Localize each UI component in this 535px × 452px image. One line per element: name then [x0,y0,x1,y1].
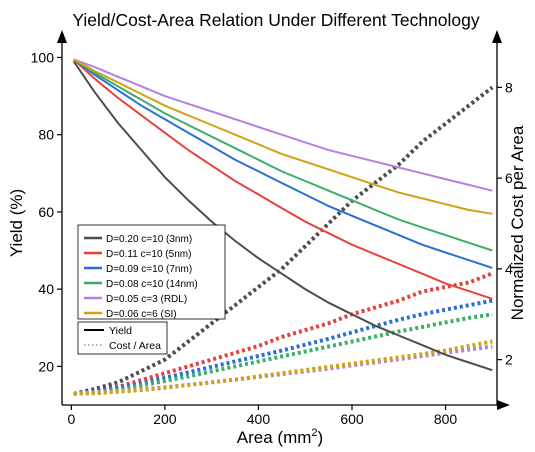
y-tick-label: 60 [38,204,54,220]
x-tick-label: 0 [67,411,75,427]
yield-series-group [72,58,493,372]
legend-label: D=0.11 c=10 (5nm) [106,249,191,260]
cost-series-3 [73,312,493,396]
chart-title: Yield/Cost-Area Relation Under Different… [72,10,480,30]
x-tick-label: 800 [434,411,458,427]
legend-label-yield: Yield [109,325,132,337]
x-axis-label: Area (mm2) [237,427,323,447]
y2-tick-label: 4 [505,261,513,277]
legend-box [77,224,226,320]
cost-series-2 [73,298,493,396]
y2-tick-label: 2 [505,352,513,368]
legend-style-box [77,321,168,355]
y-axis-label: Yield (%) [7,189,26,257]
yield-series-0 [72,60,493,372]
y2-tick-label: 6 [505,170,513,186]
yield-series-2 [73,58,493,269]
cost-series-group [73,85,494,396]
legend-style: Yield Cost / Area [77,321,168,355]
x-tick-label: 600 [340,411,364,427]
legend-label: D=0.05 c=3 (RDL) [106,294,187,305]
axis-ticks: 0 200 400 600 800 20 40 60 80 100 2 4 6 8 [31,49,513,427]
cost-series-5 [73,339,493,396]
yield-series-4 [73,58,493,192]
yield-series-1 [73,58,493,300]
legend-label: D=0.08 c=10 (14nm) [106,279,198,290]
legend-label-cost: Cost / Area [109,340,161,352]
y-tick-label: 20 [38,358,54,374]
legend-label: D=0.09 c=10 (7nm) [106,264,192,275]
y-tick-label: 80 [38,127,54,143]
yield-series-3 [73,58,493,252]
right-axis-arrow-icon [492,30,502,43]
cost-series-1 [73,271,494,396]
y2-axis-label: Normalized Cost per Area [508,125,527,320]
legend-technology: D=0.20 c=10 (3nm) D=0.11 c=10 (5nm) D=0.09… [77,224,226,320]
x-tick-label: 400 [247,411,271,427]
x-axis-arrow-icon [497,400,510,410]
legend-label: D=0.20 c=10 (3nm) [106,234,192,245]
x-tick-label: 200 [153,411,177,427]
y-tick-label: 100 [31,49,55,65]
y-tick-label: 40 [38,281,54,297]
left-axis-arrow-icon [57,30,67,43]
y2-tick-label: 8 [505,79,513,95]
legend-label: D=0.06 c=6 (SI) [106,309,177,320]
yield-series-5 [73,58,493,215]
